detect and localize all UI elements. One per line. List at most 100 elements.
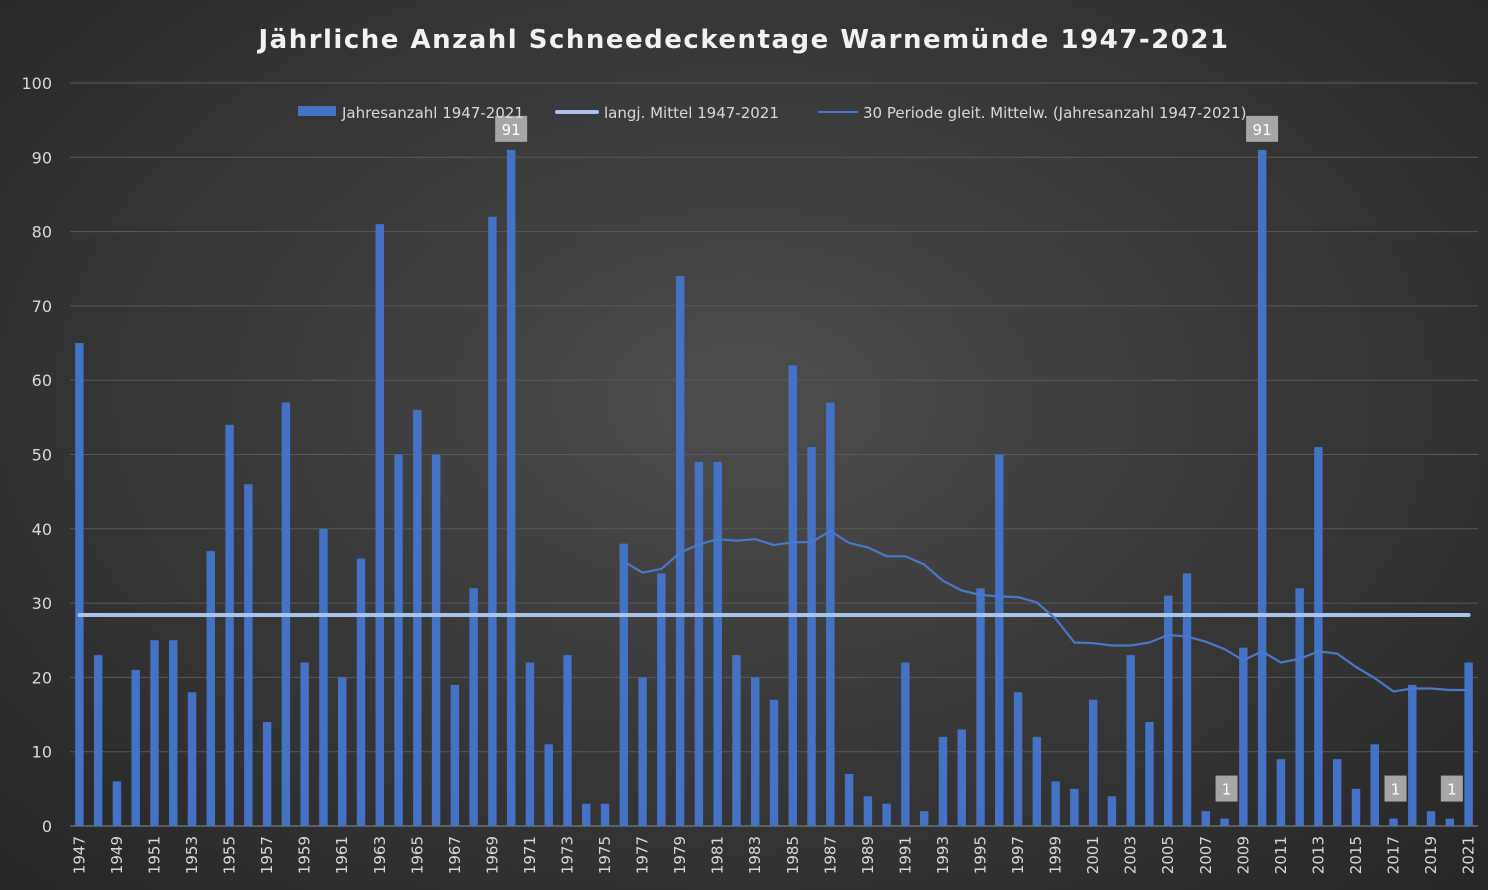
x-tick-label: 1991 [896,836,914,874]
bar-1966 [431,454,441,826]
moving-average-line [623,529,1469,693]
x-tick-label: 1985 [784,836,802,874]
bar-1979 [675,276,685,826]
bar-1970 [506,149,516,826]
x-tick-label: 1977 [634,836,652,874]
y-axis: 0 10 20 30 40 50 60 70 80 90 100 [21,74,52,836]
x-tick-label: 1979 [671,836,689,874]
y-tick-label: 60 [32,371,52,390]
data-label-2010: 91 [1246,115,1279,142]
x-tick-label: 1955 [221,836,239,874]
data-label-box [1246,115,1279,142]
x-tick-label: 2021 [1460,836,1478,874]
bar-1968 [469,588,478,826]
bar-1981 [713,461,722,826]
bar-1982 [732,655,741,826]
x-tick-label: 1961 [333,836,351,874]
bar-1980 [694,461,704,826]
y-tick-label: 100 [21,74,52,93]
data-label-text: 91 [502,121,521,139]
data-label-2008: 1 [1215,775,1238,802]
bar-1975 [600,803,610,826]
bar-2013 [1314,447,1323,826]
bar-2002 [1107,796,1117,826]
x-tick-label: 1959 [296,836,314,874]
legend-label-bars: Jahresanzahl 1947-2021 [341,104,524,122]
y-tick-label: 0 [42,817,52,836]
bar-1955 [225,424,234,826]
y-tick-label: 30 [32,594,52,613]
x-tick-label: 1971 [521,836,539,874]
bar-1967 [450,684,460,826]
bar-2019 [1426,811,1436,826]
bar-1972 [544,744,553,826]
data-labels: 91 91 1 1 1 [495,115,1463,802]
data-label-2020: 1 [1440,775,1463,802]
bar-2017 [1389,818,1398,826]
bar-2016 [1370,744,1379,826]
y-tick-label: 10 [32,743,52,762]
x-tick-label: 1951 [145,836,163,874]
bar-1993 [938,736,948,826]
bar-2006 [1182,573,1192,826]
bar-2007 [1201,811,1211,826]
bar-1965 [413,409,422,826]
bar-1992 [919,811,929,826]
data-label-box [1215,775,1238,802]
bar-1995 [976,588,985,826]
data-label-box [495,115,528,142]
data-label-2017: 1 [1384,775,1407,802]
bar-2005 [1164,595,1173,826]
bar-1985 [788,365,797,826]
bar-1963 [375,224,384,827]
bar-2010 [1257,149,1267,826]
data-label-box [1440,775,1463,802]
bar-1997 [1013,692,1023,826]
bar-2000 [1070,788,1079,826]
y-tick-label: 50 [32,446,52,465]
x-tick-label: 2003 [1122,836,1140,874]
bar-2009 [1239,647,1248,826]
y-tick-label: 20 [32,668,52,687]
data-label-text: 1 [1391,781,1401,799]
x-axis: 1947 1949 1951 1953 1955 1957 1959 1961 1963 1965… [70,836,1477,874]
data-label-text: 91 [1253,121,1272,139]
bar-1960 [319,528,328,826]
bar-1951 [150,640,159,826]
bar-1986 [807,447,816,826]
x-tick-label: 1987 [821,836,839,874]
bar-1996 [995,454,1004,826]
bar-2001 [1088,699,1098,826]
bar-2021 [1464,662,1473,826]
x-tick-label: 1983 [746,836,764,874]
x-tick-label: 1975 [596,836,614,874]
bar-1998 [1032,736,1042,826]
bar-2011 [1276,759,1286,826]
x-tick-label: 2017 [1385,836,1403,874]
bar-1984 [769,699,779,826]
y-tick-label: 70 [32,297,52,316]
x-tick-label: 2007 [1197,836,1215,874]
bar-1956 [244,484,253,826]
x-tick-label: 1969 [483,836,501,874]
x-tick-label: 1965 [408,836,426,874]
data-label-1970: 91 [495,115,528,142]
bar-1969 [488,216,497,827]
bar-1974 [582,803,591,826]
y-tick-label: 80 [32,223,52,242]
bar-2012 [1295,588,1304,826]
x-tick-label: 1963 [371,836,389,874]
bar-2004 [1145,721,1154,826]
bar-1947 [75,343,84,826]
bar-1953 [187,692,197,826]
x-tick-label: 1949 [108,836,126,874]
bar-2014 [1332,759,1342,826]
data-label-box [1384,775,1407,802]
bar-2018 [1408,684,1417,826]
legend-label-moving-average: 30 Periode gleit. Mittelw. (Jahresanzahl… [863,104,1247,122]
x-tick-label: 1999 [1047,836,1065,874]
bar-1954 [206,551,216,826]
bar-1994 [957,729,966,826]
bar-1990 [882,803,891,826]
bar-1961 [337,677,347,826]
